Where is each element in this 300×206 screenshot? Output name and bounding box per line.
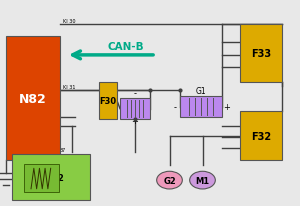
Text: K57/2: K57/2: [38, 173, 64, 182]
FancyBboxPatch shape: [99, 82, 117, 119]
Text: CAN-B: CAN-B: [108, 41, 144, 52]
FancyBboxPatch shape: [6, 37, 60, 161]
FancyBboxPatch shape: [240, 25, 282, 82]
Text: 87: 87: [60, 147, 66, 152]
Text: 30: 30: [32, 147, 38, 152]
Circle shape: [157, 171, 182, 189]
Circle shape: [190, 171, 215, 189]
Text: M1: M1: [195, 176, 210, 185]
Text: -: -: [174, 103, 177, 112]
FancyBboxPatch shape: [240, 111, 282, 161]
Text: G2: G2: [163, 176, 176, 185]
Text: +: +: [132, 116, 138, 125]
Text: F30: F30: [99, 96, 117, 105]
Text: F33: F33: [251, 49, 271, 59]
Text: +: +: [223, 103, 230, 112]
Text: KI 31: KI 31: [63, 85, 76, 90]
FancyBboxPatch shape: [180, 97, 222, 117]
FancyBboxPatch shape: [120, 99, 150, 119]
Text: N82: N82: [19, 92, 47, 105]
Text: F32: F32: [251, 131, 271, 141]
FancyBboxPatch shape: [12, 154, 90, 200]
Text: G1: G1: [196, 87, 206, 96]
Text: -: -: [134, 89, 136, 98]
Text: KI 30: KI 30: [63, 19, 76, 24]
FancyBboxPatch shape: [24, 164, 59, 192]
